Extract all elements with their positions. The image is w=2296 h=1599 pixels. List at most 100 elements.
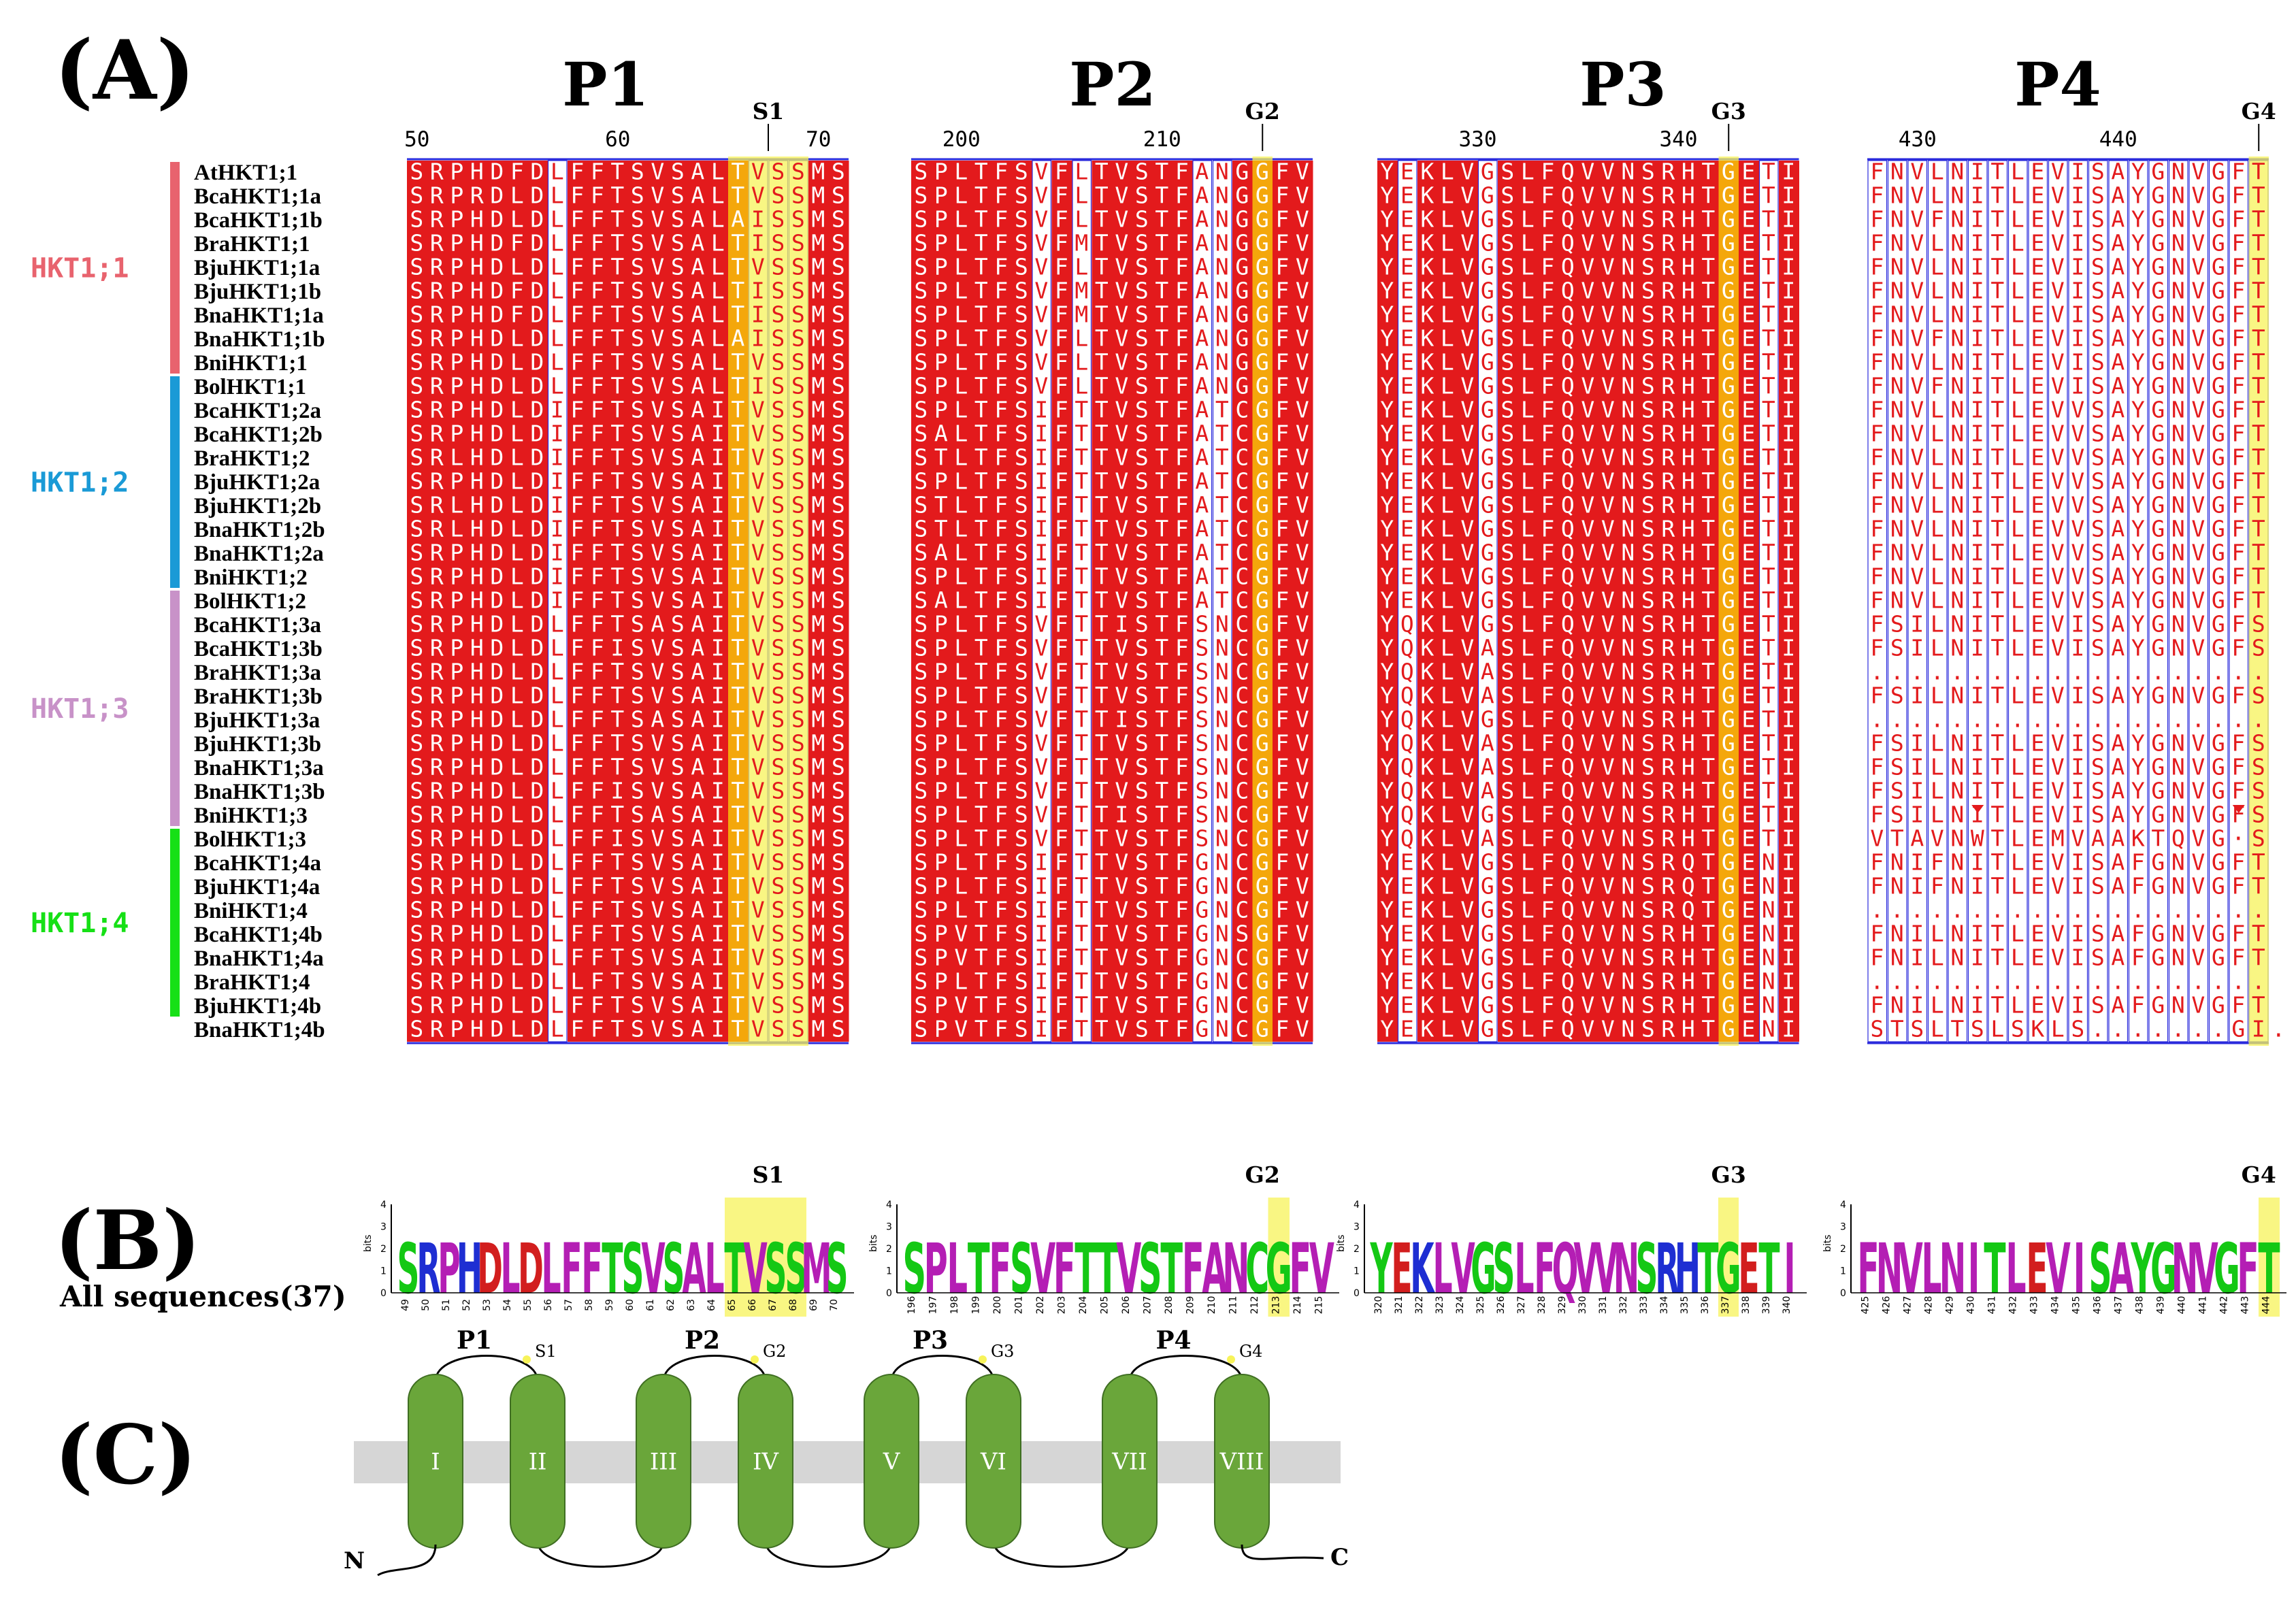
site-label-bottom: G2 [1245,1161,1280,1188]
logo-letter: L [541,1229,561,1310]
logo-position: 323 [1434,1296,1445,1315]
n-terminus-label: N [344,1547,365,1575]
conserved-column [971,161,992,1042]
ruler-label: 340 [1660,127,1698,152]
logo-tick-label: 2 [1354,1244,1360,1255]
logo-position: 206 [1121,1296,1132,1315]
logo-tick-label: 1 [380,1266,387,1277]
sequence-residues: .................... [1870,896,2265,923]
logo-letter: G [1266,1228,1292,1309]
sequence-name: BnaHKT1;1a [194,303,324,328]
site-highlight-core [1252,161,1273,1042]
selectivity-site-dot [1227,1355,1235,1364]
logo-axis-label: bits [1336,1234,1347,1252]
logo-axis-label: bits [868,1234,879,1252]
group-bar [170,829,180,1017]
logo-position: 67 [768,1299,778,1311]
conserved-column [991,161,1012,1042]
selectivity-site-label: G3 [991,1342,1014,1361]
logo-letter: G [1716,1229,1741,1310]
variable-column [1397,160,1417,1042]
logo-letter: I [1968,1228,1980,1309]
logo-position: 205 [1099,1296,1110,1315]
variable-column [2188,160,2209,1042]
logo-letter: T [2258,1228,2280,1309]
sequence-name: BcaHKT1;1a [194,184,321,209]
logo-tick-label: 1 [1840,1266,1846,1277]
helix-label: VI [980,1449,1006,1476]
block-title: P3 [1579,49,1666,120]
logo-position: 336 [1700,1296,1711,1315]
conserved-column [1578,161,1598,1042]
conserved-column [1598,161,1619,1042]
logo-position: 435 [2071,1296,2082,1315]
logo-position: 69 [808,1299,819,1311]
logo-position: 444 [2261,1296,2272,1315]
logo-tick-label: 4 [380,1200,387,1210]
conserved-column [427,161,448,1042]
logo-position: 61 [645,1299,656,1311]
logo-letter: G [2150,1228,2177,1309]
logo-letter: S [1636,1229,1658,1310]
logo-site-highlight [1268,1198,1290,1317]
logo-letter: V [1309,1228,1334,1309]
conserved-column [1658,161,1679,1042]
conserved-column [1417,161,1438,1042]
variable-column [2028,160,2048,1042]
variable-column [2048,160,2068,1042]
logo-position: 441 [2198,1296,2209,1315]
logo-letter: E [2026,1228,2048,1309]
conserved-column [527,161,548,1042]
block-title: P2 [1069,49,1155,120]
logo-position: 209 [1185,1296,1196,1315]
logo-letter: L [947,1228,968,1309]
sequence-name: BjuHKT1;2a [194,470,320,495]
logo-position: 321 [1394,1296,1405,1315]
logo-axis-label: bits [363,1234,374,1252]
mutation-marker [2232,805,2245,813]
logo-tick-label: 3 [1354,1222,1360,1233]
alignment-panel: P1 50 60 70 S1 S R P H D F D L F F T S V S A L T V S S M SS R P R D L D L… [404,49,2285,1188]
logo-tick-label: 2 [886,1244,892,1255]
logo-position: 52 [461,1299,472,1311]
variable-column [1032,160,1052,1042]
logo-letter: F [581,1229,602,1310]
logo-position: 335 [1679,1296,1690,1315]
variable-column [1477,160,1498,1042]
conserved-column [1232,161,1253,1042]
logo-letter: Y [2131,1228,2155,1309]
group-label: HKT1;3 [31,693,129,725]
logo-tick-label: 1 [886,1266,892,1277]
logo-letter: C [1245,1228,1269,1309]
conserved-column [627,161,649,1042]
conserved-column [1132,161,1153,1042]
logo-position: 428 [1924,1296,1935,1315]
sequence-name: BnaHKT1;3a [194,756,324,780]
